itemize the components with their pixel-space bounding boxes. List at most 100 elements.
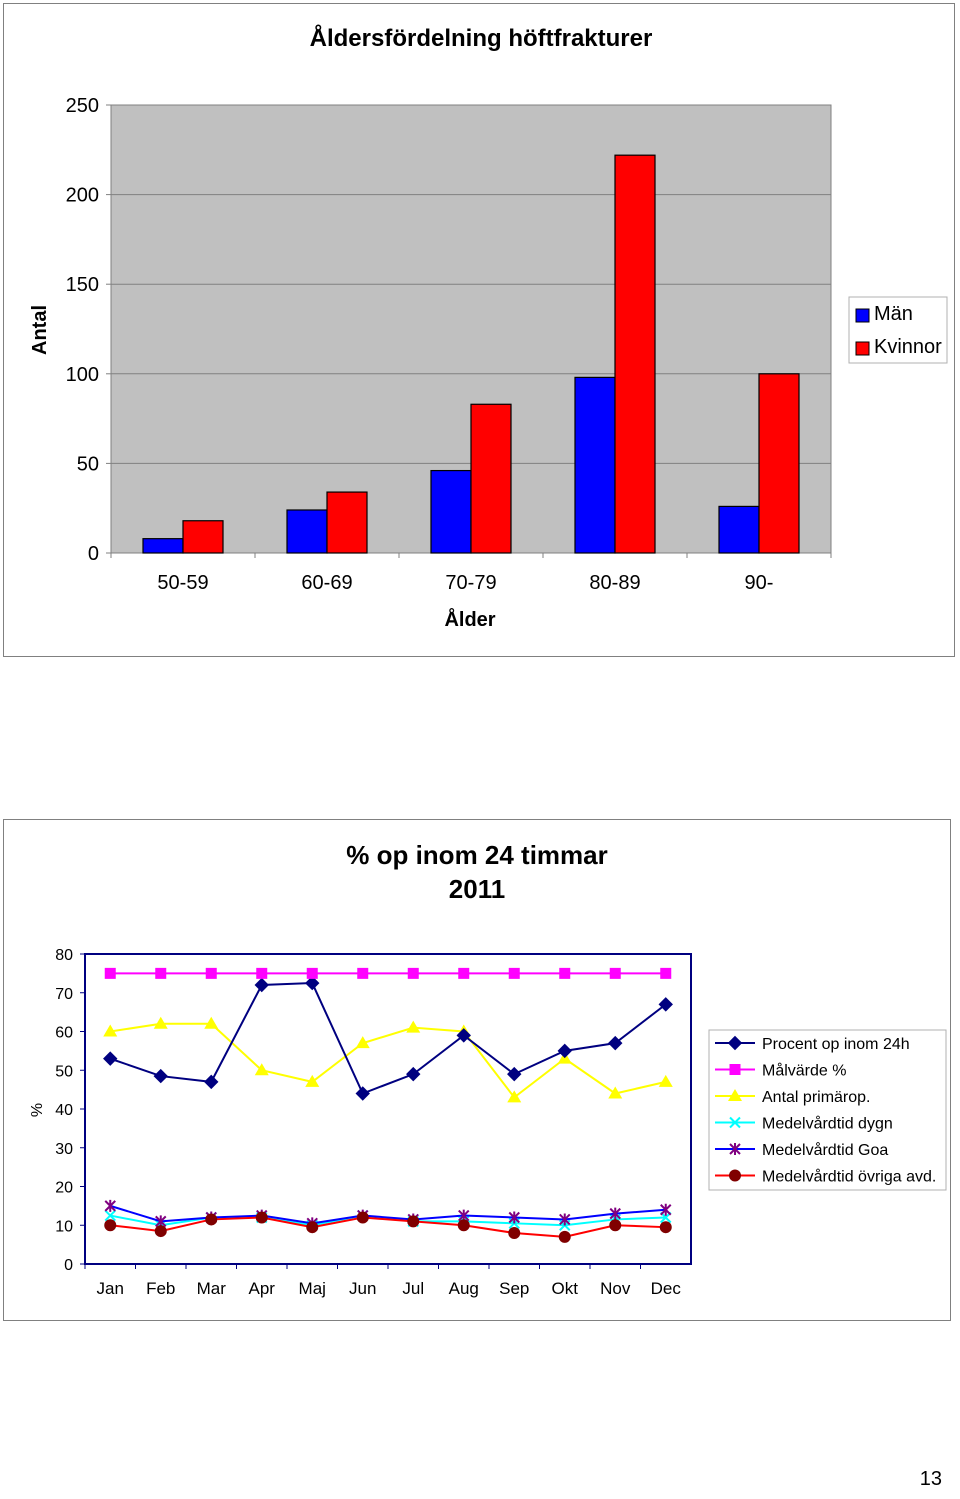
point-2-Okt <box>559 967 571 979</box>
line-xtick-label: Jun <box>349 1279 376 1298</box>
point-6-Mar <box>205 1213 218 1226</box>
bar-80-89-Män <box>574 376 616 554</box>
bar-xtick-label: 60-69 <box>301 572 352 594</box>
point-1-Nov <box>608 1035 623 1051</box>
legend-label-3: Antal primärop. <box>762 1089 871 1106</box>
bar-xtick-label: 80-89 <box>589 572 640 594</box>
line-chart-title: % op inom 24 timmar <box>346 840 608 870</box>
bar-50-59-Kvinnor <box>182 520 224 554</box>
point-6-Aug <box>457 1219 470 1232</box>
line-xtick-label: Aug <box>449 1279 479 1298</box>
legend-label-6: Medelvårdtid övriga avd. <box>762 1168 936 1186</box>
bar-ytick-label: 150 <box>66 274 99 296</box>
point-2-Maj <box>306 967 318 979</box>
legend-marker-2 <box>729 1064 741 1075</box>
point-2-Sep <box>508 967 520 979</box>
point-2-Jul <box>407 967 419 979</box>
point-2-Jan <box>104 967 116 979</box>
legend-marker-5 <box>729 1143 741 1155</box>
legend-swatch-man <box>855 308 870 323</box>
point-3-Jul <box>406 1020 421 1033</box>
point-6-Jan <box>104 1219 117 1232</box>
bar-chart-title: Åldersfördelning höftfrakturer <box>310 24 653 52</box>
legend-label-5: Medelvårdtid Goa <box>762 1141 888 1159</box>
point-6-Jul <box>407 1215 420 1228</box>
legend-label-2: Målvärde % <box>762 1062 846 1080</box>
point-6-Okt <box>558 1230 571 1243</box>
point-1-Apr <box>254 977 269 993</box>
point-1-Feb <box>153 1068 168 1084</box>
line-xtick-label: Sep <box>499 1279 529 1298</box>
point-5-Jan <box>104 1199 116 1212</box>
legend-swatch-kvinnor <box>855 341 870 356</box>
point-6-Sep <box>508 1227 521 1239</box>
point-1-Aug <box>456 1028 471 1043</box>
point-2-Nov <box>609 967 621 979</box>
line-ytick-label: 20 <box>55 1180 73 1197</box>
line-y-axis-label: % <box>29 1103 46 1117</box>
point-1-Sep <box>507 1066 522 1082</box>
bar-ytick-label: 200 <box>66 185 99 207</box>
line-xtick-label: Apr <box>249 1279 276 1298</box>
point-5-Okt <box>559 1213 571 1226</box>
point-2-Mar <box>205 967 217 979</box>
bar-80-89-Kvinnor <box>614 154 656 554</box>
point-5-Dec <box>660 1203 672 1216</box>
bar-ytick-label: 100 <box>66 364 99 386</box>
line-ytick-label: 50 <box>55 1063 73 1080</box>
point-5-Nov <box>609 1207 621 1220</box>
point-4-Jan <box>104 1209 116 1222</box>
legend-label-man: Män <box>874 303 913 325</box>
legend-label-kvinnor: Kvinnor <box>874 336 942 358</box>
line-xtick-label: Feb <box>146 1279 175 1298</box>
point-6-Feb <box>154 1225 167 1238</box>
bar-xtick-label: 90- <box>745 572 774 594</box>
line-xtick-label: Okt <box>552 1279 579 1298</box>
line-xtick-label: Jan <box>97 1279 124 1298</box>
bar-x-axis-label: Ålder <box>444 607 495 631</box>
point-1-Jun <box>355 1086 370 1101</box>
point-3-Feb <box>153 1016 168 1029</box>
bar-ytick-label: 50 <box>77 453 99 475</box>
line-xtick-label: Mar <box>197 1279 227 1298</box>
bar-ytick-label: 0 <box>88 543 99 565</box>
line-xtick-label: Maj <box>299 1279 326 1298</box>
point-3-Jun <box>355 1036 370 1049</box>
point-3-Mar <box>204 1016 219 1029</box>
legend-marker-3 <box>728 1089 742 1101</box>
line-chart: % op inom 24 timmar 2011 0 10 20 30 40 50 60 70… <box>29 840 947 1298</box>
legend-marker-6 <box>729 1169 741 1182</box>
point-1-Okt <box>557 1043 572 1059</box>
point-3-Sep <box>507 1090 522 1103</box>
point-3-Nov <box>608 1086 623 1099</box>
line-ytick-label: 0 <box>64 1257 73 1274</box>
bar-90--Män <box>718 505 760 554</box>
bar-60-69-Män <box>286 509 328 554</box>
bar-ytick-label: 250 <box>66 95 99 117</box>
point-1-Jul <box>406 1066 421 1082</box>
point-6-Maj <box>306 1221 319 1234</box>
series-line-6 <box>110 1216 666 1238</box>
page-number: 13 <box>919 1468 942 1490</box>
point-6-Apr <box>255 1211 268 1224</box>
line-chart-subtitle: 2011 <box>449 874 505 904</box>
line-xtick-label: Dec <box>651 1279 682 1298</box>
series-line-3 <box>110 1022 666 1099</box>
point-2-Apr <box>256 967 268 979</box>
point-2-Dec <box>660 967 672 979</box>
point-2-Aug <box>458 967 470 979</box>
line-ytick-label: 80 <box>55 947 73 964</box>
bar-xtick-label: 50-59 <box>157 572 208 594</box>
bar-60-69-Kvinnor <box>326 491 368 554</box>
point-3-Dec <box>658 1074 673 1087</box>
line-xtick-label: Nov <box>600 1279 631 1298</box>
point-5-Sep <box>508 1211 520 1224</box>
line-ytick-label: 30 <box>55 1141 73 1158</box>
bar-xtick-label: 70-79 <box>445 572 496 594</box>
bar-y-axis-label: Antal <box>29 305 51 355</box>
bar-70-79-Kvinnor <box>470 403 512 554</box>
point-6-Dec <box>659 1221 672 1234</box>
legend-label-4: Medelvårdtid dygn <box>762 1115 893 1133</box>
series-line-5 <box>109 1204 666 1225</box>
line-ytick-label: 60 <box>55 1025 73 1042</box>
